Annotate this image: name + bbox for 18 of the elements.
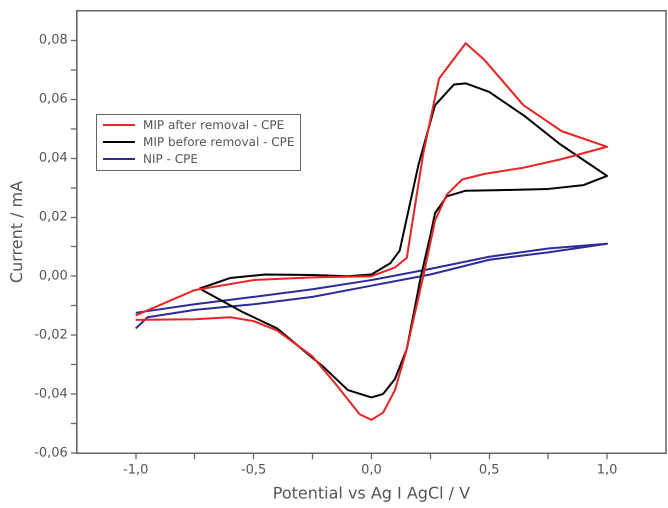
y-tick-label: -0,02 [34, 328, 68, 343]
x-tick-label: -0,5 [240, 462, 266, 478]
legend-label: MIP before removal - CPE [143, 135, 294, 149]
x-tick-label: -1,0 [123, 462, 148, 478]
x-axis-title: Potential vs Ag I AgCl / V [272, 484, 470, 503]
x-tick-label: 0,0 [361, 462, 382, 478]
y-tick-label: 0,04 [38, 150, 68, 166]
y-tick-label: -0,06 [34, 446, 68, 461]
legend-label: NIP - CPE [143, 152, 198, 166]
y-axis-title: Current / mA [6, 180, 26, 284]
x-tick-label: 1,0 [596, 462, 618, 478]
y-tick-label: 0,02 [38, 210, 68, 225]
y-tick-label: -0,04 [34, 386, 68, 402]
y-tick-label: 0,06 [38, 92, 68, 107]
y-tick-label: 0,08 [38, 32, 68, 48]
legend-label: MIP after removal - CPE [143, 118, 284, 132]
y-tick-label: 0,00 [38, 268, 68, 284]
x-tick-label: 0,5 [478, 462, 500, 478]
